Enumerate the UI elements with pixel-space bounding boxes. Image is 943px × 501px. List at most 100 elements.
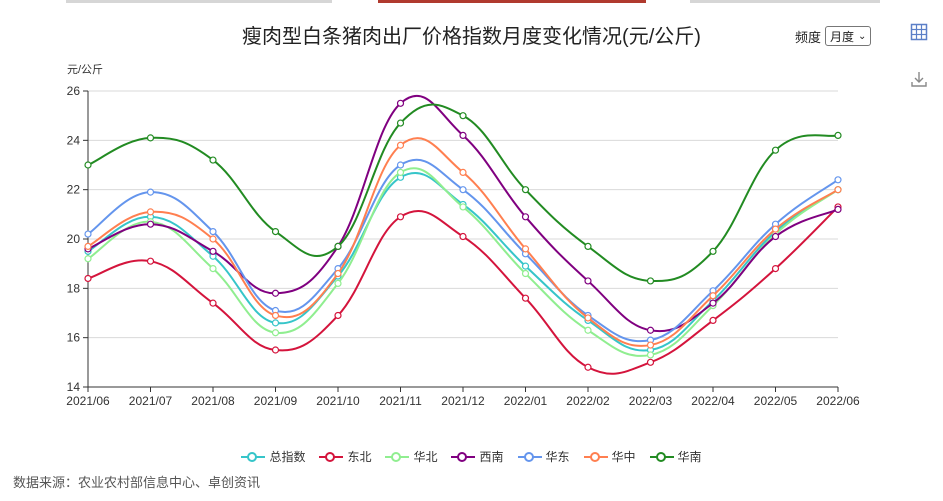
table-view-icon[interactable] <box>910 23 928 41</box>
data-point <box>521 294 530 302</box>
legend-item[interactable]: 华北 <box>385 448 437 465</box>
frequency-select[interactable]: 月度 ⌄ <box>825 26 872 46</box>
legend-symbol <box>649 451 674 463</box>
data-point <box>584 326 592 334</box>
data-point <box>709 316 717 324</box>
legend-symbol <box>385 451 410 463</box>
data-point <box>709 292 717 300</box>
data-point <box>771 146 780 154</box>
data-point <box>84 242 92 250</box>
data-point <box>646 341 655 349</box>
data-point <box>271 289 280 297</box>
legend-symbol <box>517 451 542 463</box>
data-point <box>834 176 842 184</box>
x-tick-label: 2022/02 <box>566 394 610 408</box>
data-point <box>521 269 530 278</box>
data-point <box>84 230 92 238</box>
top-tab-bar-active <box>378 0 646 3</box>
legend-label: 华北 <box>413 450 438 464</box>
data-point <box>396 168 405 176</box>
series-总指数 <box>84 171 842 354</box>
data-point <box>84 255 92 263</box>
series-华东 <box>84 158 842 344</box>
top-tab-bar-right <box>690 0 880 3</box>
series-华北 <box>84 167 842 359</box>
series-东北 <box>84 203 842 375</box>
legend-label: 总指数 <box>269 450 306 464</box>
legend-item[interactable]: 华东 <box>517 448 570 465</box>
series-华南 <box>84 103 842 285</box>
x-tick-label: 2022/06 <box>816 394 860 408</box>
data-point <box>84 161 92 169</box>
x-tick-label: 2022/01 <box>504 394 548 408</box>
data-point <box>396 161 405 169</box>
chevron-down-icon: ⌄ <box>858 30 867 42</box>
data-point <box>271 311 280 320</box>
download-icon[interactable] <box>910 70 928 88</box>
x-tick-label: 2021/11 <box>379 394 422 408</box>
legend-label: 华中 <box>611 450 636 464</box>
series-line <box>87 94 839 333</box>
x-tick-label: 2021/09 <box>254 394 298 408</box>
data-point <box>459 232 467 241</box>
chart-grid <box>88 90 838 339</box>
y-tick-label: 14 <box>67 380 81 394</box>
y-axis-label: 元/公斤 <box>67 63 103 76</box>
data-point <box>709 247 717 255</box>
chart-series <box>84 94 842 375</box>
data-point <box>709 299 717 307</box>
legend-item[interactable]: 东北 <box>319 448 371 465</box>
chart-title: 瘦肉型白条猪肉出厂价格指数月度变化情况(元/公斤) <box>242 26 701 48</box>
legend-symbol <box>583 451 608 463</box>
data-point <box>146 208 155 216</box>
data-point <box>271 228 280 236</box>
data-point <box>584 314 592 322</box>
chart-axes: 14 16 18 20 22 24 26 2021/06 2021/07 2021/08 2021/… <box>66 84 860 408</box>
data-point <box>396 119 405 127</box>
data-point <box>209 299 217 307</box>
data-point <box>209 228 217 236</box>
legend-symbol <box>319 451 344 463</box>
legend-label: 华南 <box>677 450 702 464</box>
data-point <box>334 242 342 250</box>
legend-label: 东北 <box>347 450 372 464</box>
x-tick-label: 2021/06 <box>66 394 110 408</box>
data-point <box>209 156 217 164</box>
data-point <box>146 188 155 196</box>
data-point <box>834 131 842 139</box>
data-point <box>771 232 780 241</box>
series-line <box>87 167 839 357</box>
data-point <box>834 205 842 213</box>
x-tick-label: 2021/07 <box>129 394 173 408</box>
series-西南 <box>84 94 842 334</box>
x-tick-label: 2021/10 <box>316 394 360 408</box>
x-tick-label: 2022/03 <box>629 394 673 408</box>
data-point <box>646 326 655 334</box>
y-tick-label: 22 <box>67 183 81 197</box>
data-point <box>459 112 467 120</box>
data-point <box>459 131 467 139</box>
series-line <box>87 171 839 352</box>
legend-symbol <box>241 451 266 463</box>
y-tick-label: 20 <box>67 232 81 246</box>
data-point <box>209 235 217 243</box>
data-point <box>646 277 655 285</box>
data-point <box>271 329 280 337</box>
data-point <box>396 141 405 149</box>
data-point <box>396 99 405 107</box>
legend-item[interactable]: 总指数 <box>241 448 305 465</box>
data-point <box>459 186 467 194</box>
legend-item[interactable]: 华南 <box>649 448 702 465</box>
data-point <box>396 213 405 221</box>
y-tick-label: 18 <box>67 281 81 295</box>
x-tick-label: 2021/12 <box>441 394 485 408</box>
legend-item[interactable]: 西南 <box>451 448 504 465</box>
data-point <box>521 186 530 194</box>
data-point <box>146 220 155 228</box>
legend-item[interactable]: 华中 <box>583 448 636 465</box>
x-tick-label: 2021/08 <box>191 394 235 408</box>
data-point <box>146 257 155 265</box>
data-point <box>646 351 655 359</box>
data-point <box>584 363 592 371</box>
